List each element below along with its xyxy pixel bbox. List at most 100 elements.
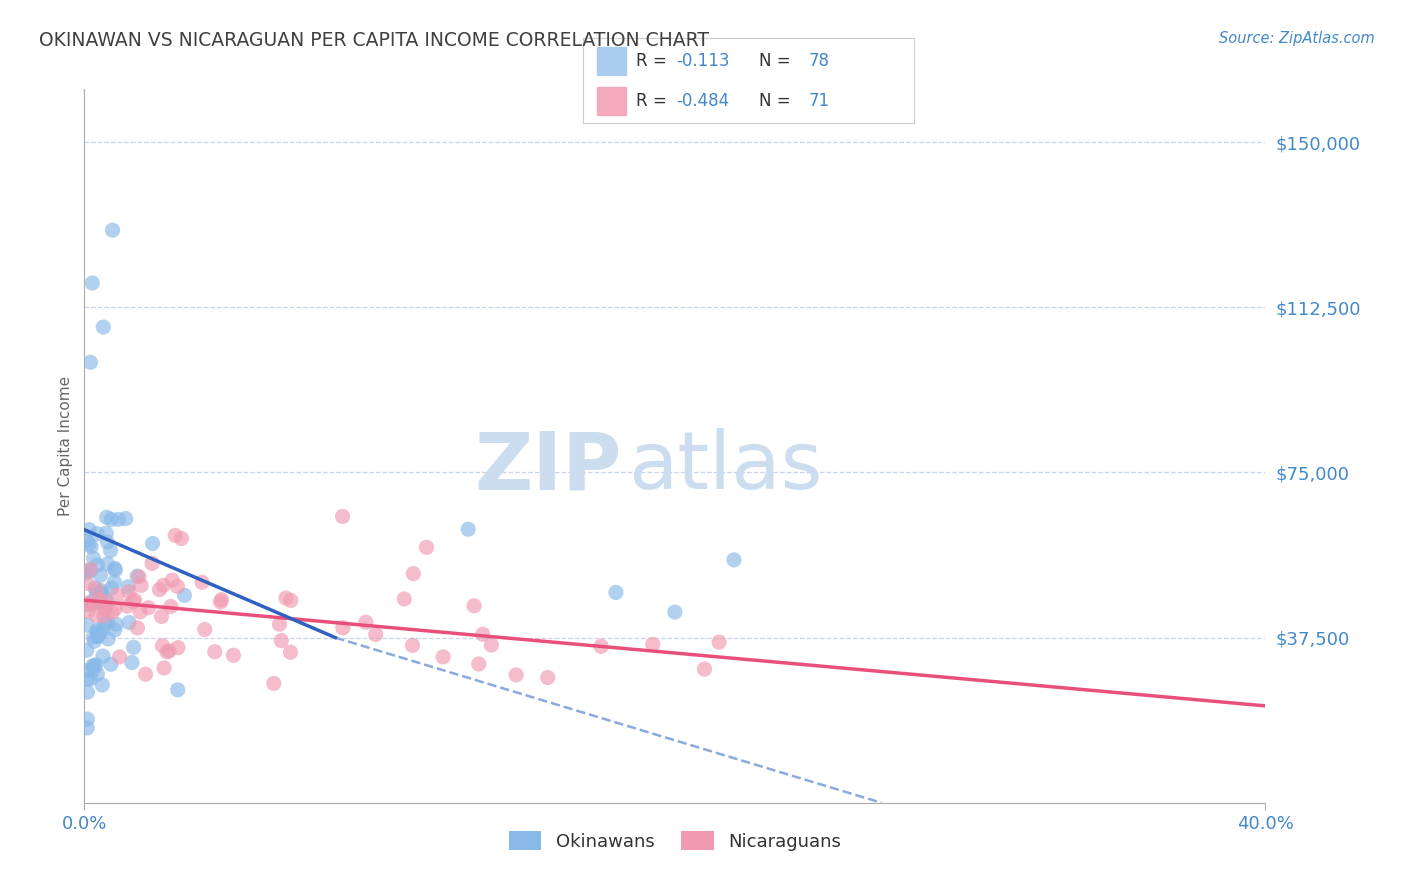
Text: R =: R = [637, 92, 672, 110]
Point [124, 593, 146, 607]
Point [467, 657, 489, 671]
Point [127, 569, 149, 583]
Point [86, 629, 108, 643]
Point [105, 617, 128, 632]
Point [76, 576, 98, 591]
Point [402, 566, 425, 581]
Text: N =: N = [759, 92, 796, 110]
Point [82, 597, 104, 611]
Y-axis label: Per Capita Income: Per Capita Income [58, 376, 73, 516]
Point [96, 594, 118, 608]
Point [82, 630, 104, 644]
Legend: Okinawans, Nicaraguans: Okinawans, Nicaraguans [502, 824, 848, 858]
Point [94, 616, 117, 631]
Point [157, 644, 180, 658]
Point [664, 605, 686, 619]
Point [86, 667, 108, 681]
Point [211, 592, 233, 607]
Point [707, 635, 730, 649]
Point [93, 594, 115, 608]
Point [150, 609, 173, 624]
Point [104, 623, 127, 637]
Text: atlas: atlas [627, 428, 823, 507]
Point [82, 663, 104, 677]
Point [91, 678, 114, 692]
Text: 71: 71 [808, 92, 830, 110]
FancyBboxPatch shape [596, 47, 627, 75]
Point [191, 575, 214, 590]
Point [401, 639, 423, 653]
Point [118, 615, 141, 630]
Point [141, 536, 163, 550]
Point [723, 553, 745, 567]
Point [87, 625, 110, 640]
Point [479, 638, 502, 652]
Point [156, 645, 179, 659]
Point [103, 575, 125, 590]
Text: -0.113: -0.113 [676, 52, 730, 70]
Point [89, 588, 111, 602]
Point [83, 551, 105, 566]
Point [332, 509, 354, 524]
Point [121, 656, 143, 670]
Point [96, 535, 118, 549]
Point [332, 621, 354, 635]
Point [114, 511, 136, 525]
Text: Source: ZipAtlas.com: Source: ZipAtlas.com [1219, 31, 1375, 46]
Point [104, 601, 127, 615]
Point [209, 595, 232, 609]
Point [457, 522, 479, 536]
Point [96, 557, 118, 571]
Point [97, 615, 120, 630]
Point [159, 599, 181, 614]
Point [76, 596, 98, 610]
Point [75, 564, 97, 578]
Point [263, 676, 285, 690]
Point [148, 582, 170, 597]
Point [90, 586, 112, 600]
Point [166, 579, 188, 593]
Point [269, 617, 291, 632]
Point [87, 593, 110, 607]
Point [76, 673, 98, 687]
Point [86, 588, 108, 602]
Point [135, 667, 157, 681]
Point [471, 627, 494, 641]
Point [76, 712, 98, 726]
Point [80, 540, 103, 554]
Point [100, 657, 122, 672]
Point [129, 578, 152, 592]
Point [104, 561, 127, 575]
Point [537, 671, 560, 685]
Point [122, 595, 145, 609]
Point [90, 583, 112, 598]
Point [77, 604, 100, 618]
Point [77, 537, 100, 551]
Point [76, 721, 98, 735]
Point [165, 528, 187, 542]
Point [94, 600, 117, 615]
Point [93, 608, 115, 623]
Text: R =: R = [637, 52, 672, 70]
Point [138, 600, 160, 615]
Point [270, 633, 292, 648]
Point [76, 685, 98, 699]
Point [96, 510, 118, 524]
Point [100, 581, 122, 595]
Point [104, 563, 127, 577]
Point [100, 512, 122, 526]
Point [79, 355, 101, 369]
Point [87, 630, 110, 644]
Point [86, 558, 108, 573]
Point [82, 594, 104, 608]
Point [86, 582, 108, 597]
Point [170, 532, 193, 546]
Point [86, 526, 108, 541]
Point [280, 645, 302, 659]
Point [364, 627, 387, 641]
Point [141, 557, 163, 571]
Point [79, 562, 101, 576]
Point [166, 682, 188, 697]
Point [605, 585, 627, 599]
Point [354, 615, 377, 630]
